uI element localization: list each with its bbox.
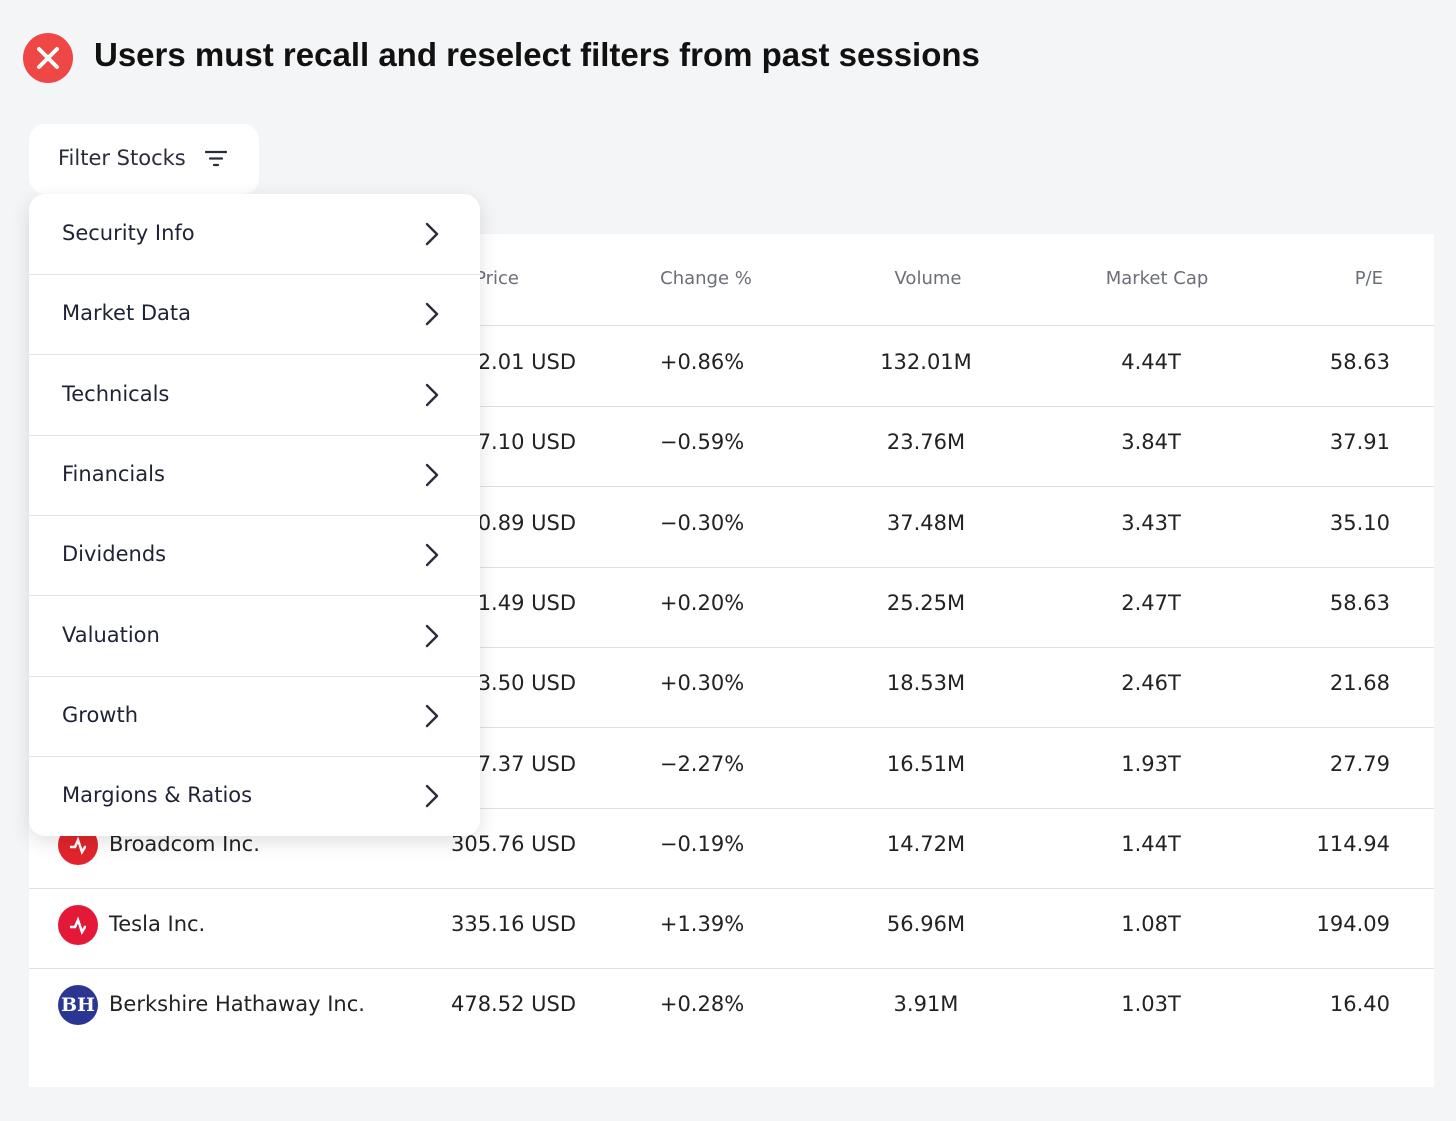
chevron-icon — [425, 303, 439, 326]
cell-volume: 37.48M — [886, 510, 966, 535]
menu-item[interactable]: Valuation — [29, 596, 480, 677]
cell-price: 305.76 USD — [450, 831, 576, 856]
cell-pe: 16.40 — [1329, 992, 1390, 1017]
cell-change: −2.27% — [659, 751, 745, 776]
menu-item-label: Market Data — [62, 301, 192, 326]
cell-price: 7.10 USD — [477, 430, 576, 455]
cell-market-cap: 1.93T — [1121, 751, 1181, 776]
cell-market-cap: 2.47T — [1121, 590, 1181, 615]
cell-pe: 194.09 — [1316, 912, 1390, 937]
cell-pe: 35.10 — [1329, 510, 1390, 535]
cell-pe: 37.91 — [1329, 430, 1390, 455]
menu-item[interactable]: Security Info — [29, 194, 480, 275]
cell-change: +0.20% — [659, 590, 745, 615]
cell-change: +0.86% — [659, 350, 745, 374]
chevron-icon — [425, 543, 439, 567]
cell-pe: 27.79 — [1329, 751, 1390, 776]
row-separator — [29, 567, 1434, 568]
cell-volume: 56.96M — [886, 912, 966, 937]
cell-price: 1.49 USD — [477, 590, 576, 615]
filter-button[interactable]: Filter Stocks — [29, 124, 259, 194]
column-header: P/E — [1354, 268, 1383, 289]
column-header: Market Cap — [1105, 268, 1209, 289]
menu-item[interactable]: Dividends — [29, 515, 480, 597]
row-separator — [29, 808, 1434, 809]
chevron-icon — [425, 463, 439, 487]
row-separator — [29, 406, 1434, 407]
cell-market-cap: 3.84T — [1121, 430, 1181, 455]
cell-market-cap: 1.44T — [1121, 831, 1181, 856]
row-separator — [29, 486, 1434, 487]
cell-pe: 21.68 — [1329, 671, 1390, 696]
row-separator — [29, 888, 1434, 889]
cell-volume: 18.53M — [886, 671, 966, 696]
cell-change: −0.19% — [659, 831, 745, 856]
title: Users must recall and reselect filters f… — [94, 36, 980, 73]
cell-volume: 23.76M — [886, 430, 966, 455]
chevron-icon — [425, 383, 439, 406]
cell-market-cap: 3.43T — [1121, 510, 1181, 535]
cell-change: +0.30% — [659, 671, 745, 696]
column-header: Volume — [894, 268, 962, 289]
company-logo: BH — [58, 985, 98, 1026]
cell-volume: 16.51M — [886, 751, 966, 776]
cell-change: −0.59% — [659, 430, 745, 455]
cell-volume: 132.01M — [880, 350, 972, 374]
cell-pe: 58.63 — [1329, 350, 1390, 374]
menu-item-label: Growth — [62, 702, 139, 727]
cell-price: 2.01 USD — [477, 350, 576, 374]
cell-price: 335.16 USD — [450, 912, 576, 937]
row-separator — [29, 325, 1434, 326]
cell-volume: 25.25M — [886, 590, 966, 615]
filter-label: Filter Stocks — [58, 146, 186, 170]
menu-item[interactable]: Market Data — [29, 274, 480, 356]
cell-pe: 58.63 — [1329, 590, 1390, 615]
cell-market-cap: 4.44T — [1121, 350, 1181, 374]
cell-price: 478.52 USD — [450, 992, 576, 1017]
cell-market-cap: 1.08T — [1121, 912, 1181, 937]
row-separator — [29, 727, 1434, 728]
cell-change: −0.30% — [659, 510, 745, 535]
menu-item[interactable]: Margions & Ratios — [29, 756, 480, 836]
menu-item-label: Financials — [62, 461, 165, 486]
cell-pe: 114.94 — [1316, 831, 1390, 856]
cell-change: +0.28% — [659, 992, 745, 1017]
error-icon — [23, 33, 73, 83]
company-name: Tesla Inc. — [109, 912, 206, 937]
column-header: Change % — [660, 268, 752, 289]
menu-item-label: Security Info — [62, 221, 195, 245]
chevron-icon — [425, 624, 439, 647]
menu-item[interactable]: Financials — [29, 435, 480, 516]
chevron-icon — [425, 704, 439, 727]
column-header: Price — [475, 268, 519, 289]
menu-item-label: Margions & Ratios — [62, 783, 253, 808]
cell-price: 7.37 USD — [477, 751, 576, 776]
chevron-icon — [425, 222, 439, 246]
cell-volume: 14.72M — [886, 831, 966, 856]
cell-price: 0.89 USD — [477, 510, 576, 535]
cell-volume: 3.91M — [893, 992, 959, 1017]
menu-item-label: Dividends — [62, 542, 167, 567]
row-separator — [29, 647, 1434, 648]
cell-market-cap: 2.46T — [1121, 671, 1181, 696]
chevron-icon — [425, 784, 439, 808]
menu-item[interactable]: Technicals — [29, 355, 480, 436]
company-logo — [58, 905, 98, 946]
cell-change: +1.39% — [659, 912, 745, 937]
cell-price: 3.50 USD — [477, 671, 576, 696]
row-separator — [29, 968, 1434, 969]
cell-market-cap: 1.03T — [1121, 992, 1181, 1017]
filter-icon — [205, 150, 227, 167]
menu-item[interactable]: Growth — [29, 676, 480, 757]
menu-item-label: Technicals — [62, 381, 170, 406]
menu-item-label: Valuation — [62, 622, 160, 647]
filter-menu: Security Info Market Data Technicals Financ… — [29, 194, 480, 836]
company-name: Berkshire Hathaway Inc. — [109, 992, 365, 1017]
